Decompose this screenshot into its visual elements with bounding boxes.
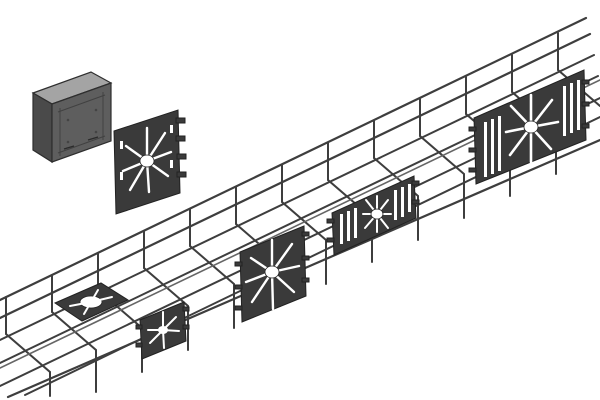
mounting-plate-detached [113, 109, 187, 215]
mounting-plate-floor [53, 282, 130, 322]
mounting-plate-large-middle [234, 225, 310, 323]
mounting-plate-small-front [135, 301, 190, 360]
mounting-plate-wide-middle [326, 175, 420, 256]
junction-box [31, 71, 113, 164]
mounting-plate-large-rear [468, 69, 590, 185]
